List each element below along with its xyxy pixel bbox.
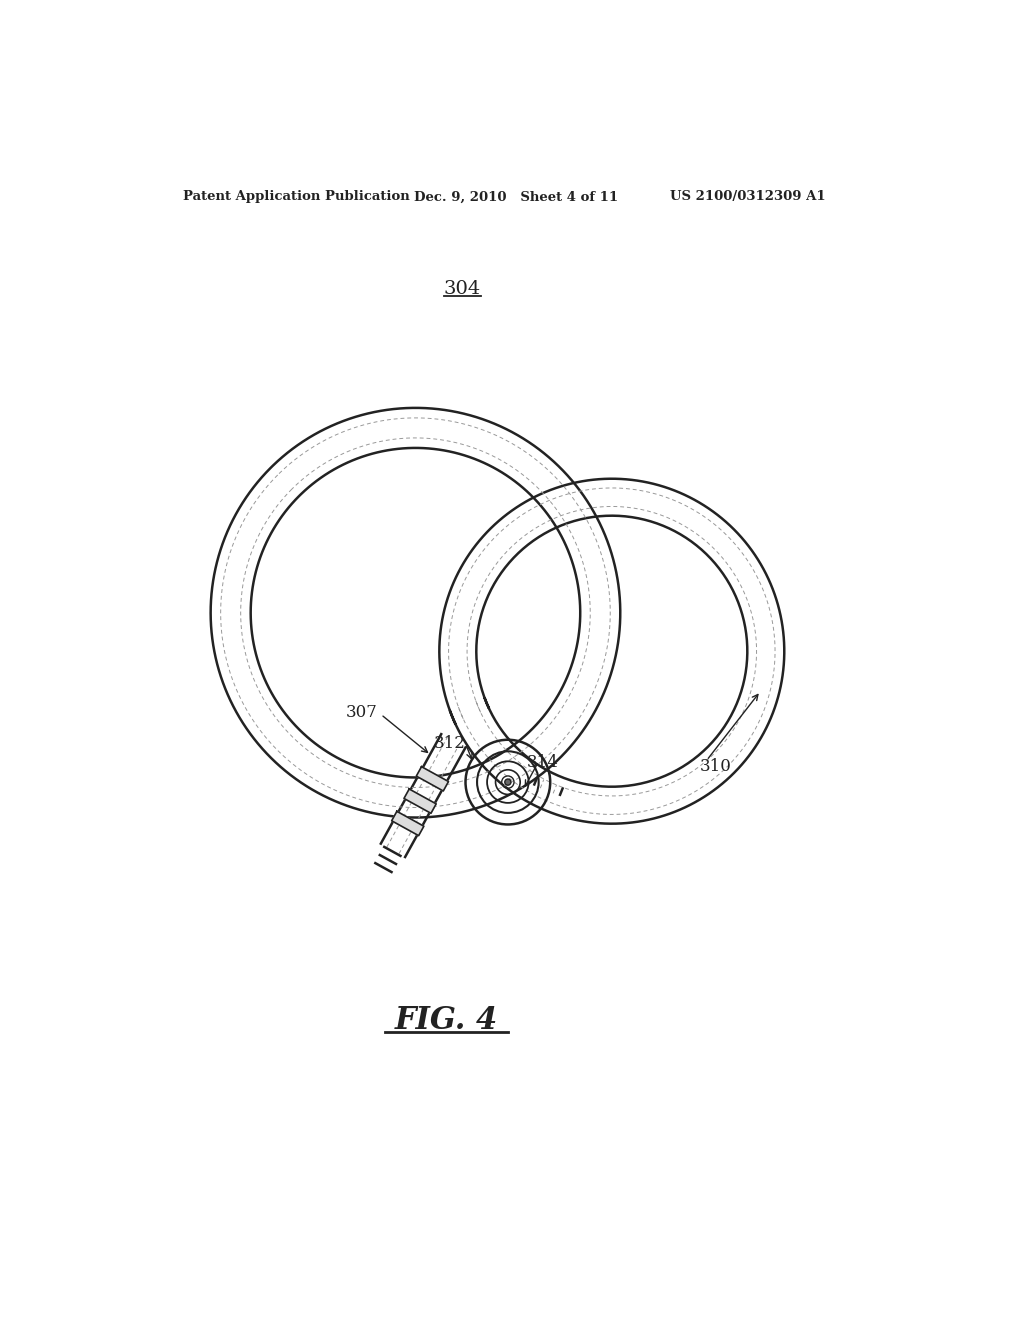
Circle shape [505, 779, 511, 785]
Text: FIG. 4: FIG. 4 [394, 1006, 498, 1036]
Text: 310: 310 [699, 758, 732, 775]
Text: 304: 304 [443, 280, 480, 298]
Polygon shape [391, 812, 424, 836]
Text: Dec. 9, 2010   Sheet 4 of 11: Dec. 9, 2010 Sheet 4 of 11 [414, 190, 618, 203]
Text: 314: 314 [526, 754, 558, 771]
Polygon shape [417, 767, 449, 791]
Text: Patent Application Publication: Patent Application Publication [183, 190, 410, 203]
Text: 307: 307 [346, 705, 378, 721]
Polygon shape [404, 789, 436, 813]
Text: US 2100/0312309 A1: US 2100/0312309 A1 [670, 190, 825, 203]
Text: 312: 312 [434, 735, 466, 752]
